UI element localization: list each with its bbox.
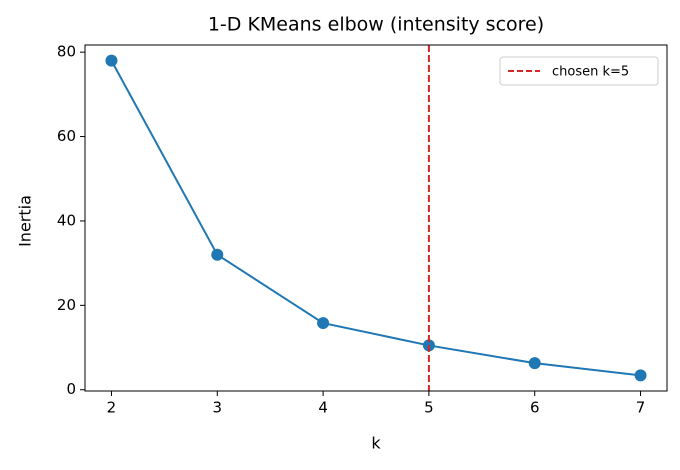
data-point [105, 54, 118, 67]
legend-label: chosen k=5 [552, 65, 629, 80]
y-tick-label: 40 [57, 211, 76, 229]
data-point [634, 369, 647, 382]
data-point [528, 357, 541, 370]
x-tick-label: 5 [424, 399, 434, 417]
y-tick-label: 80 [57, 43, 76, 61]
x-tick-label: 3 [212, 399, 222, 417]
x-tick-label: 4 [318, 399, 328, 417]
y-axis-label: Inertia [16, 195, 35, 247]
x-axis-label: k [371, 434, 381, 453]
x-tick-label: 2 [107, 399, 117, 417]
y-tick-label: 60 [57, 127, 76, 145]
plot-frame [84, 44, 668, 392]
data-point [317, 317, 330, 330]
x-tick-label: 6 [530, 399, 540, 417]
y-tick-label: 20 [57, 296, 76, 314]
x-tick-label: 7 [636, 399, 646, 417]
y-tick-label: 0 [66, 380, 76, 398]
legend-box [499, 56, 659, 86]
data-point [211, 248, 224, 261]
series-line [110, 60, 641, 377]
chart-title: 1-D KMeans elbow (intensity score) [208, 14, 544, 36]
